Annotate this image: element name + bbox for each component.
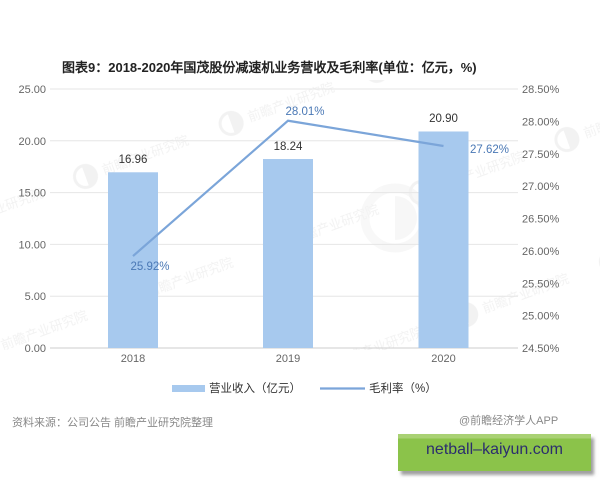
svg-text:27.50%: 27.50% — [522, 149, 560, 161]
svg-text:25.50%: 25.50% — [522, 278, 560, 290]
svg-text:28.50%: 28.50% — [522, 84, 560, 96]
svg-text:20.90: 20.90 — [429, 113, 458, 125]
svg-text:@前瞻经济学人APP: @前瞻经济学人APP — [459, 413, 558, 427]
svg-text:毛利率（%）: 毛利率（%） — [369, 381, 437, 395]
svg-text:0.00: 0.00 — [25, 343, 46, 355]
svg-text:25.00%: 25.00% — [522, 311, 560, 323]
svg-text:营业收入（亿元）: 营业收入（亿元） — [209, 381, 301, 395]
svg-text:16.96: 16.96 — [119, 154, 148, 166]
svg-text:18.24: 18.24 — [274, 141, 303, 153]
svg-text:24.50%: 24.50% — [522, 343, 560, 355]
svg-text:25.00: 25.00 — [18, 84, 46, 96]
svg-text:26.00%: 26.00% — [522, 246, 560, 258]
svg-text:26.50%: 26.50% — [522, 214, 560, 226]
svg-text:15.00: 15.00 — [18, 188, 46, 200]
svg-text:5.00: 5.00 — [25, 291, 46, 303]
svg-text:27.00%: 27.00% — [522, 181, 560, 193]
svg-text:27.62%: 27.62% — [470, 144, 509, 156]
svg-text:2020: 2020 — [431, 353, 455, 365]
svg-text:28.00%: 28.00% — [522, 116, 560, 128]
svg-text:25.92%: 25.92% — [130, 261, 169, 273]
svg-text:20.00: 20.00 — [18, 136, 46, 148]
svg-text:2019: 2019 — [276, 353, 300, 365]
svg-text:资料来源：公司公告 前瞻产业研究院整理: 资料来源：公司公告 前瞻产业研究院整理 — [12, 415, 213, 429]
svg-text:10.00: 10.00 — [18, 239, 46, 251]
svg-text:2018: 2018 — [121, 353, 145, 365]
svg-text:28.01%: 28.01% — [285, 106, 324, 118]
